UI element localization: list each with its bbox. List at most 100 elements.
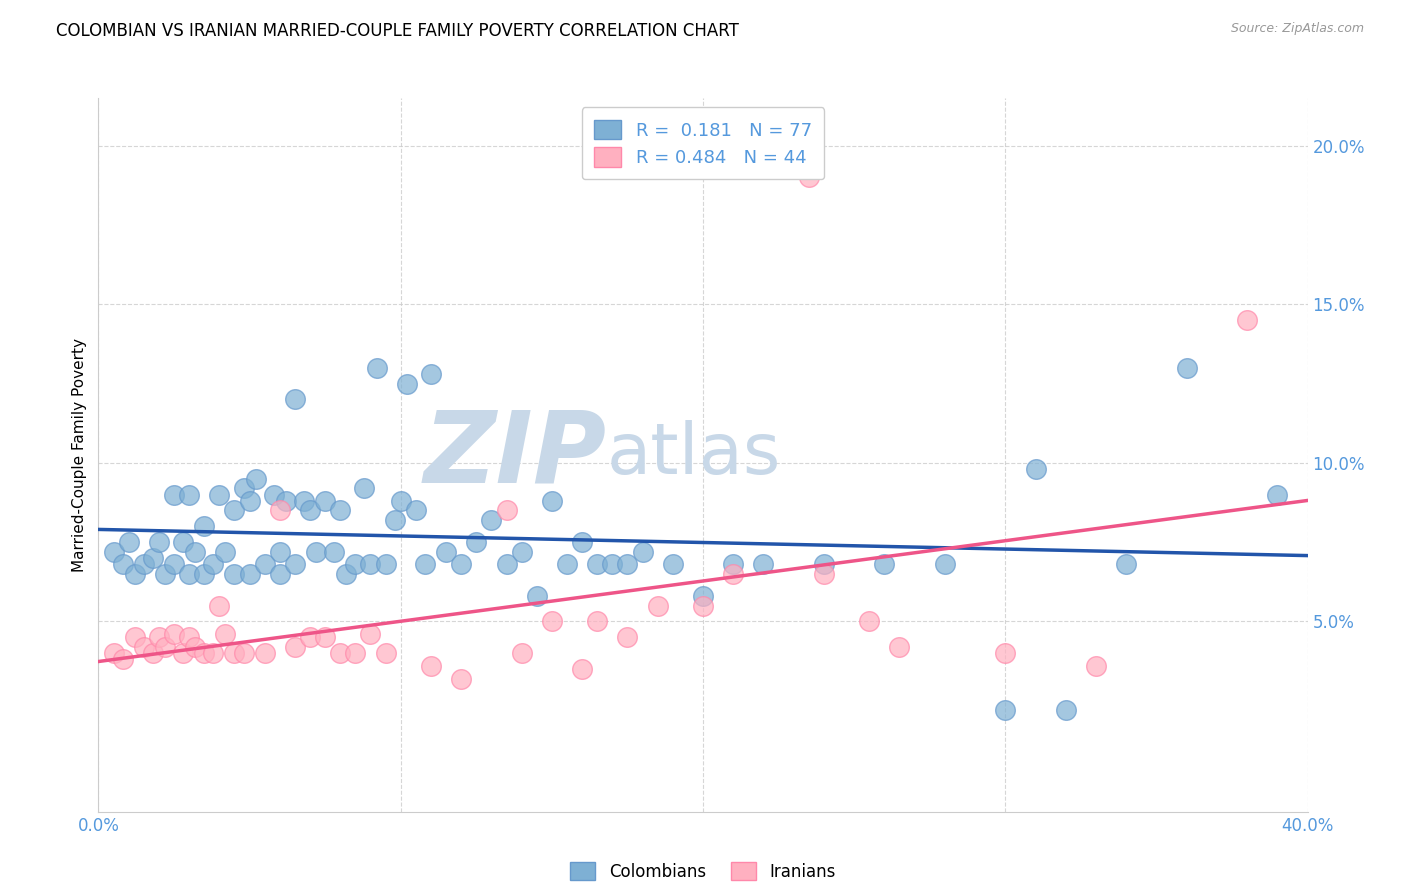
Point xyxy=(284,640,307,654)
Point xyxy=(269,503,291,517)
Point xyxy=(208,599,231,613)
Point xyxy=(239,494,262,508)
Point xyxy=(214,544,236,558)
Point xyxy=(284,558,307,572)
Point xyxy=(813,566,835,581)
Point xyxy=(873,558,896,572)
Point xyxy=(419,367,441,381)
Point xyxy=(153,640,176,654)
Point xyxy=(934,558,956,572)
Point xyxy=(994,646,1017,660)
Point xyxy=(224,503,246,517)
Point xyxy=(177,566,201,581)
Point xyxy=(163,558,186,572)
Point xyxy=(335,566,357,581)
Point xyxy=(124,630,146,644)
Text: ZIP: ZIP xyxy=(423,407,606,503)
Point xyxy=(450,672,472,686)
Point xyxy=(142,646,165,660)
Point xyxy=(752,558,775,572)
Point xyxy=(481,513,503,527)
Point xyxy=(616,558,638,572)
Point xyxy=(153,566,176,581)
Point xyxy=(232,646,254,660)
Point xyxy=(495,558,517,572)
Point xyxy=(118,535,141,549)
Point xyxy=(269,544,291,558)
Point xyxy=(813,558,835,572)
Point xyxy=(163,487,186,501)
Point xyxy=(555,558,578,572)
Point xyxy=(602,558,624,572)
Point xyxy=(389,494,412,508)
Point xyxy=(148,535,170,549)
Point xyxy=(193,646,215,660)
Point xyxy=(124,566,146,581)
Point xyxy=(1054,703,1077,717)
Point xyxy=(269,566,291,581)
Point xyxy=(314,494,336,508)
Point xyxy=(245,472,267,486)
Point xyxy=(450,558,472,572)
Point xyxy=(374,646,396,660)
Legend: Colombians, Iranians: Colombians, Iranians xyxy=(562,854,844,889)
Point xyxy=(292,494,315,508)
Point xyxy=(495,503,517,517)
Point xyxy=(1085,658,1108,673)
Point xyxy=(1175,360,1198,375)
Point xyxy=(232,481,254,495)
Point xyxy=(103,544,125,558)
Point xyxy=(274,494,297,508)
Point xyxy=(413,558,436,572)
Point xyxy=(224,566,246,581)
Point xyxy=(692,599,714,613)
Text: Source: ZipAtlas.com: Source: ZipAtlas.com xyxy=(1230,22,1364,36)
Point xyxy=(253,558,276,572)
Point xyxy=(1024,462,1046,476)
Point xyxy=(647,599,669,613)
Point xyxy=(148,630,170,644)
Point xyxy=(586,558,609,572)
Point xyxy=(111,558,134,572)
Point xyxy=(661,558,683,572)
Point xyxy=(214,627,236,641)
Point xyxy=(586,615,609,629)
Point xyxy=(172,535,194,549)
Point xyxy=(540,494,562,508)
Point xyxy=(184,640,207,654)
Point xyxy=(434,544,457,558)
Point xyxy=(395,376,418,391)
Point xyxy=(360,558,382,572)
Point xyxy=(111,652,134,666)
Point xyxy=(510,544,533,558)
Point xyxy=(299,503,322,517)
Point xyxy=(103,646,125,660)
Point xyxy=(344,558,367,572)
Point xyxy=(1236,313,1258,327)
Text: atlas: atlas xyxy=(606,420,780,490)
Point xyxy=(202,558,225,572)
Point xyxy=(184,544,207,558)
Point xyxy=(344,646,367,660)
Point xyxy=(263,487,285,501)
Point xyxy=(193,566,215,581)
Point xyxy=(202,646,225,660)
Point xyxy=(571,662,593,676)
Point xyxy=(405,503,427,517)
Point xyxy=(142,551,165,566)
Point xyxy=(721,558,744,572)
Point xyxy=(284,392,307,407)
Point xyxy=(384,513,406,527)
Point xyxy=(193,519,215,533)
Point xyxy=(540,615,562,629)
Point xyxy=(721,566,744,581)
Point xyxy=(132,558,155,572)
Y-axis label: Married-Couple Family Poverty: Married-Couple Family Poverty xyxy=(72,338,87,572)
Point xyxy=(692,589,714,603)
Point xyxy=(360,627,382,641)
Point xyxy=(224,646,246,660)
Point xyxy=(353,481,375,495)
Point xyxy=(329,503,352,517)
Point xyxy=(329,646,352,660)
Point xyxy=(374,558,396,572)
